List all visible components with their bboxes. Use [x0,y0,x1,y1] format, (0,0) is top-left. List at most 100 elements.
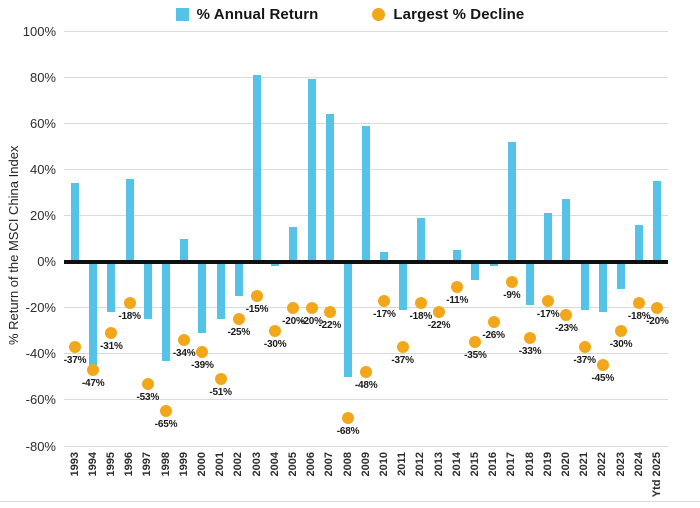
annual-return-bar [107,261,116,313]
annual-return-bar [398,261,407,311]
largest-decline-dot [578,340,591,353]
x-tick-label: 2010 [377,452,390,477]
largest-decline-label: -9% [503,290,521,302]
largest-decline-label: -25% [227,327,251,339]
annual-return-bar [471,261,480,281]
gridline [64,76,668,78]
largest-decline-label: -18% [409,311,433,323]
bottom-divider [0,501,700,502]
x-tick-label: 2004 [268,452,281,477]
gridline [64,307,668,309]
annual-return-bar [71,183,79,262]
annual-return-bar [453,250,462,262]
largest-decline-dot [414,297,427,310]
largest-decline-dot [615,324,627,337]
y-tick-label: 20% [29,207,56,223]
annual-return-bar [307,79,316,262]
largest-decline-label: -17% [536,308,560,320]
largest-decline-dot [633,297,646,310]
x-tick-label: 2015 [468,452,481,477]
annual-return-swatch-icon [175,8,189,21]
x-tick-label: 2006 [305,452,318,477]
x-tick-label: 2012 [414,452,427,477]
largest-decline-dot [651,301,664,314]
x-tick-label: 2011 [396,452,409,476]
x-tick-label: 2021 [578,452,591,477]
x-tick-label: 2024 [632,452,645,477]
largest-decline-label: -51% [209,387,232,399]
gridline [64,30,668,32]
largest-decline-label: -20% [300,315,323,327]
x-tick-label: 2016 [487,452,500,477]
largest-decline-dot [342,412,354,425]
annual-return-bar [562,199,571,262]
annual-return-bar [234,261,243,297]
largest-decline-label: -22% [427,320,451,332]
annual-return-bar [180,238,189,262]
largest-decline-dot [596,359,609,372]
annual-return-bar [162,261,170,361]
x-tick-label: Ytd 2025 [650,452,663,498]
largest-decline-dot [378,294,391,307]
annual-return-bar [598,261,607,313]
annual-return-bar [325,114,334,262]
legend-label-largest-decline: Largest % Decline [393,6,525,23]
largest-decline-label: -35% [464,350,487,362]
largest-decline-label: -37% [573,354,596,366]
x-tick-label: 2009 [359,452,372,477]
largest-decline-label: -31% [100,341,123,353]
largest-decline-label: -48% [354,380,378,392]
largest-decline-label: -68% [336,426,360,438]
x-tick-label: 2023 [614,452,627,477]
x-tick-label: 2007 [323,452,336,477]
annual-return-bar [489,261,498,267]
gridline [64,399,668,401]
largest-decline-dot [287,301,300,314]
x-tick-label: 2022 [596,452,609,477]
annual-return-bar [216,261,225,320]
largest-decline-label: -15% [245,304,269,316]
largest-decline-dot [178,334,191,346]
x-tick-label: 2019 [541,452,554,477]
annual-return-bar [125,178,134,262]
annual-return-bar [198,261,207,334]
annual-return-bar [380,252,389,262]
largest-decline-dot [487,315,500,328]
annual-return-bar [289,227,298,262]
annual-return-bar [544,213,553,262]
largest-decline-label: -22% [318,320,342,332]
largest-decline-label: -45% [591,373,615,385]
largest-decline-dot [360,366,373,379]
x-tick-label: 2005 [286,452,299,477]
largest-decline-label: -23% [555,322,578,334]
largest-decline-dot [196,345,209,358]
largest-decline-dot [524,331,536,344]
largest-decline-dot [232,313,245,326]
x-tick-label: 1995 [104,452,117,477]
largest-decline-dot [105,327,118,340]
largest-decline-dot [305,301,318,314]
y-tick-label: 80% [29,69,56,85]
x-tick-label: 2017 [505,452,518,477]
largest-decline-label: -17% [373,308,396,320]
largest-decline-dot [469,336,482,349]
largest-decline-dot [69,340,81,353]
largest-decline-dot [251,290,263,303]
largest-decline-label: -11% [446,294,469,306]
y-tick-label: -40% [25,346,56,362]
gridline [64,122,668,124]
x-tick-label: 1997 [141,452,154,477]
largest-decline-dot [141,377,154,390]
x-tick-label: 1994 [86,452,99,477]
x-tick-label: 2003 [250,452,263,477]
chart-legend: % Annual Return Largest % Decline [0,6,700,23]
annual-return-bar [271,261,280,267]
x-tick-label: 2018 [523,452,536,477]
largest-decline-dot [542,294,555,307]
largest-decline-label: -47% [81,377,105,389]
largest-decline-label: -26% [482,329,505,341]
gridline [64,353,668,355]
largest-decline-label: -34% [172,348,196,359]
x-tick-label: 1998 [159,452,172,477]
